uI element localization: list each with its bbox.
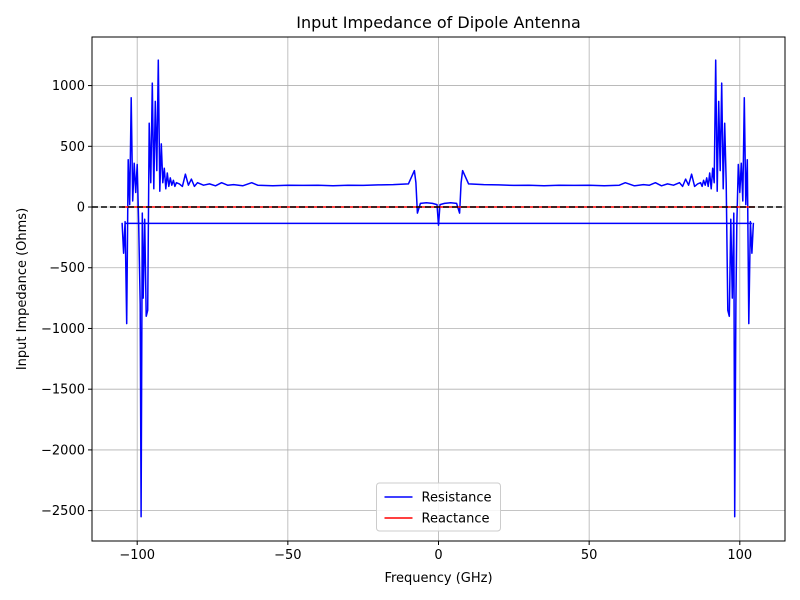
x-axis-label: Frequency (GHz) bbox=[384, 571, 492, 586]
y-tick-label: −2000 bbox=[41, 443, 85, 458]
y-tick-label: 500 bbox=[60, 140, 85, 155]
legend-label-reactance: Reactance bbox=[422, 512, 490, 527]
series-line-resistance bbox=[121, 59, 755, 518]
legend: Resistance Reactance bbox=[376, 482, 501, 532]
y-tick-label: −2500 bbox=[41, 504, 85, 519]
ticks: −100 −50 0 50 100−2500−2000−1500−1000−500050… bbox=[41, 79, 752, 563]
y-tick-label: 1000 bbox=[52, 79, 85, 94]
y-tick-label: 0 bbox=[77, 201, 85, 216]
y-tick-label: −1500 bbox=[41, 383, 85, 398]
legend-box bbox=[376, 482, 501, 532]
y-axis-label: Input Impedance (Ohms) bbox=[15, 208, 30, 370]
x-tick-label: 0 bbox=[434, 548, 442, 563]
y-tick-label: −1000 bbox=[41, 322, 85, 337]
x-tick-label: 50 bbox=[581, 548, 598, 563]
legend-label-resistance: Resistance bbox=[422, 491, 492, 506]
x-tick-label: 100 bbox=[727, 548, 752, 563]
chart-title: Input Impedance of Dipole Antenna bbox=[296, 13, 581, 32]
x-tick-label: −50 bbox=[274, 548, 301, 563]
y-tick-label: −500 bbox=[49, 261, 85, 276]
x-tick-label: −100 bbox=[119, 548, 155, 563]
plot-lines bbox=[92, 59, 785, 518]
